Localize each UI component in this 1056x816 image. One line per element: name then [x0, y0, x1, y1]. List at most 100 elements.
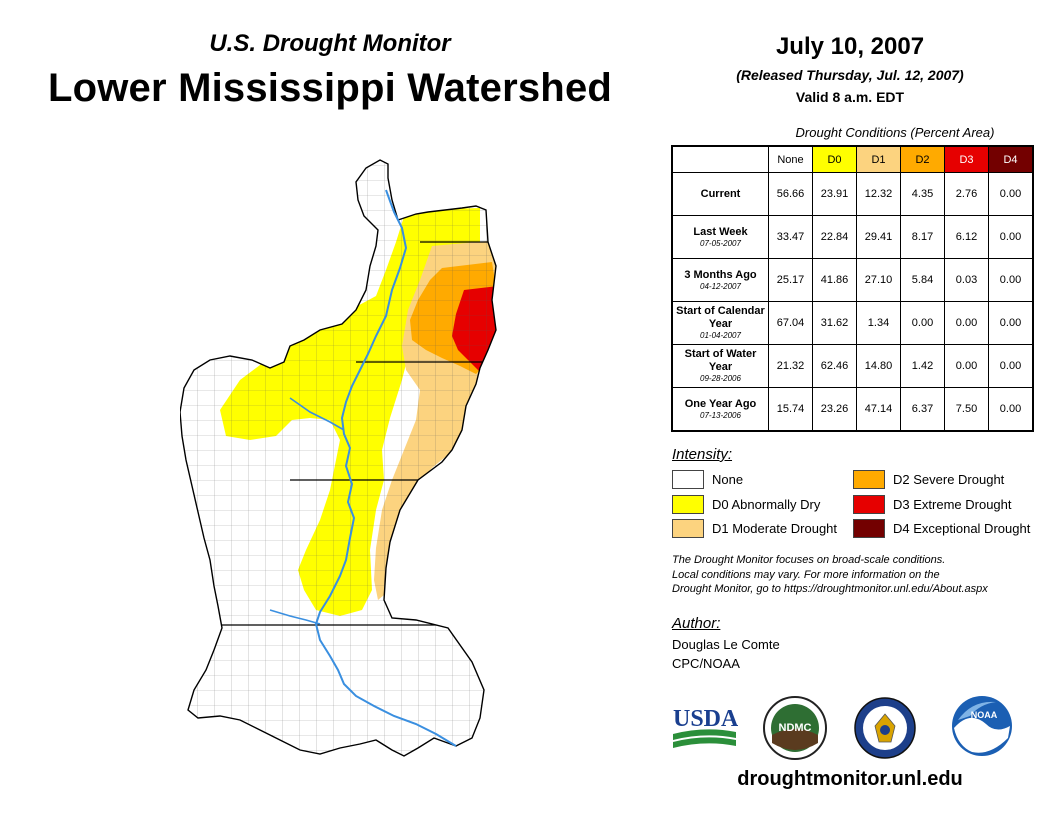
table-cell: 0.00 [988, 387, 1033, 431]
table-cell: 4.35 [900, 172, 945, 216]
drought-stats-table: None D0 D1 D2 D3 D4 Current 56.66 23.91 12.… [671, 145, 1034, 432]
table-row: One Year Ago 07-13-2006 15.74 23.26 47.14 6.3… [672, 387, 1033, 431]
map-date: July 10, 2007 [775, 33, 925, 60]
table-cell: 7.50 [944, 387, 989, 431]
table-cell: 6.12 [944, 215, 989, 259]
table-cell: 23.26 [812, 387, 857, 431]
legend-swatch-none [672, 470, 704, 489]
legend-item-d3: D3 Extreme Drought [853, 495, 1012, 514]
legend-item-d0: D0 Abnormally Dry [672, 495, 820, 514]
noaa-logo-text: NOAA [971, 710, 998, 720]
legend-item-none: None [672, 470, 743, 489]
table-cell: 14.80 [856, 344, 901, 388]
commerce-seal-logo [854, 697, 916, 759]
table-cell: 67.04 [768, 301, 813, 345]
usda-logo: USDA [673, 706, 738, 748]
legend-label-d4: D4 Exceptional Drought [893, 521, 1031, 536]
row-label: 3 Months Ago 04-12-2007 [672, 258, 769, 302]
legend-item-d1: D1 Moderate Drought [672, 519, 837, 538]
table-cell: 0.00 [988, 344, 1033, 388]
table-cell: 0.00 [944, 344, 989, 388]
table-cell: 33.47 [768, 215, 813, 259]
arkansas-river [289, 397, 345, 431]
drought-map [180, 159, 497, 757]
noaa-logo: NOAA [952, 696, 1012, 756]
col-header-d2: D2 [900, 146, 945, 173]
col-header-d3: D3 [944, 146, 989, 173]
row-label-text: Start of Water Year [684, 348, 757, 373]
row-label-text: One Year Ago [684, 397, 757, 410]
author-name: Douglas Le Comte [672, 637, 780, 652]
legend-label-d1: D1 Moderate Drought [712, 521, 838, 536]
legend-label-d0: D0 Abnormally Dry [712, 497, 821, 512]
mississippi-river [314, 189, 457, 747]
legend-swatch-d4 [853, 519, 885, 538]
table-header-row: None D0 D1 D2 D3 D4 [673, 146, 1033, 173]
table-cell: 0.00 [988, 301, 1033, 345]
row-label: Current [672, 172, 769, 216]
legend-label-d2: D2 Severe Drought [893, 472, 1005, 487]
table-cell: 41.86 [812, 258, 857, 302]
row-label: Start of Calendar Year 01-04-2007 [672, 301, 769, 345]
valid-time: Valid 8 a.m. EDT [795, 89, 905, 105]
legend-label-none: None [712, 472, 744, 487]
legend-swatch-d1 [672, 519, 704, 538]
table-cell: 56.66 [768, 172, 813, 216]
table-cell: 31.62 [812, 301, 857, 345]
table-cell: 0.00 [944, 301, 989, 345]
table-cell: 21.32 [768, 344, 813, 388]
row-label-text: Last Week [693, 225, 748, 238]
ndmc-logo: NDMC [763, 696, 827, 760]
table-cell: 22.84 [812, 215, 857, 259]
ndmc-logo-text: NDMC [779, 722, 812, 734]
table-row: Last Week 07-05-2007 33.47 22.84 29.41 8.17 6.… [672, 215, 1033, 259]
table-cell: 8.17 [900, 215, 945, 259]
table-cell: 0.00 [988, 258, 1033, 302]
table-cell: 6.37 [900, 387, 945, 431]
red-river [269, 609, 321, 625]
table-cell: 15.74 [768, 387, 813, 431]
row-label: Start of Water Year 09-28-2006 [672, 344, 769, 388]
author-title: Author: [672, 615, 721, 632]
table-cell: 5.84 [900, 258, 945, 302]
table-corner [673, 147, 769, 173]
table-caption: Drought Conditions (Percent Area) [795, 125, 995, 140]
table-cell: 1.42 [900, 344, 945, 388]
col-header-d4: D4 [988, 146, 1033, 173]
legend-label-d3: D3 Extreme Drought [893, 497, 1012, 512]
table-cell: 62.46 [812, 344, 857, 388]
usda-logo-text: USDA [673, 706, 738, 732]
table-row: Current 56.66 23.91 12.32 4.35 2.76 0.00 [672, 172, 1033, 216]
table-cell: 0.03 [944, 258, 989, 302]
table-cell: 0.00 [988, 172, 1033, 216]
table-cell: 47.14 [856, 387, 901, 431]
col-header-d0: D0 [812, 146, 857, 173]
legend-swatch-d3 [853, 495, 885, 514]
legend-swatch-d0 [672, 495, 704, 514]
table-cell: 27.10 [856, 258, 901, 302]
disclaimer-note: The Drought Monitor focuses on broad-sca… [672, 553, 1022, 597]
row-label: One Year Ago 07-13-2006 [672, 387, 769, 431]
table-row: Start of Water Year 09-28-2006 21.32 62.46 1… [672, 344, 1033, 388]
state-boundaries [180, 241, 496, 626]
table-cell: 2.76 [944, 172, 989, 216]
table-row: 3 Months Ago 04-12-2007 25.17 41.86 27.10 5.8… [672, 258, 1033, 302]
release-date: (Released Thursday, Jul. 12, 2007) [736, 67, 964, 83]
note-line-2: Local conditions may vary. For more info… [672, 568, 940, 581]
website-link[interactable]: droughtmonitor.unl.edu [737, 768, 963, 790]
note-line-3[interactable]: Drought Monitor, go to https://droughtmo… [672, 583, 988, 595]
row-date: 07-13-2006 [700, 410, 741, 420]
row-date: 09-28-2006 [700, 374, 741, 383]
legend-item-d4: D4 Exceptional Drought [853, 519, 1030, 538]
row-date: 01-04-2007 [700, 331, 741, 340]
row-label: Last Week 07-05-2007 [672, 215, 769, 259]
table-cell: 0.00 [988, 215, 1033, 259]
row-label-text: Start of Calendar Year [676, 305, 765, 330]
legend-item-d2: D2 Severe Drought [853, 470, 1004, 489]
col-header-none: None [768, 146, 813, 173]
county-lines [180, 160, 496, 756]
row-date: 07-05-2007 [700, 238, 741, 248]
row-date: 04-12-2007 [700, 281, 741, 291]
col-header-d1: D1 [856, 146, 901, 173]
table-cell: 23.91 [812, 172, 857, 216]
